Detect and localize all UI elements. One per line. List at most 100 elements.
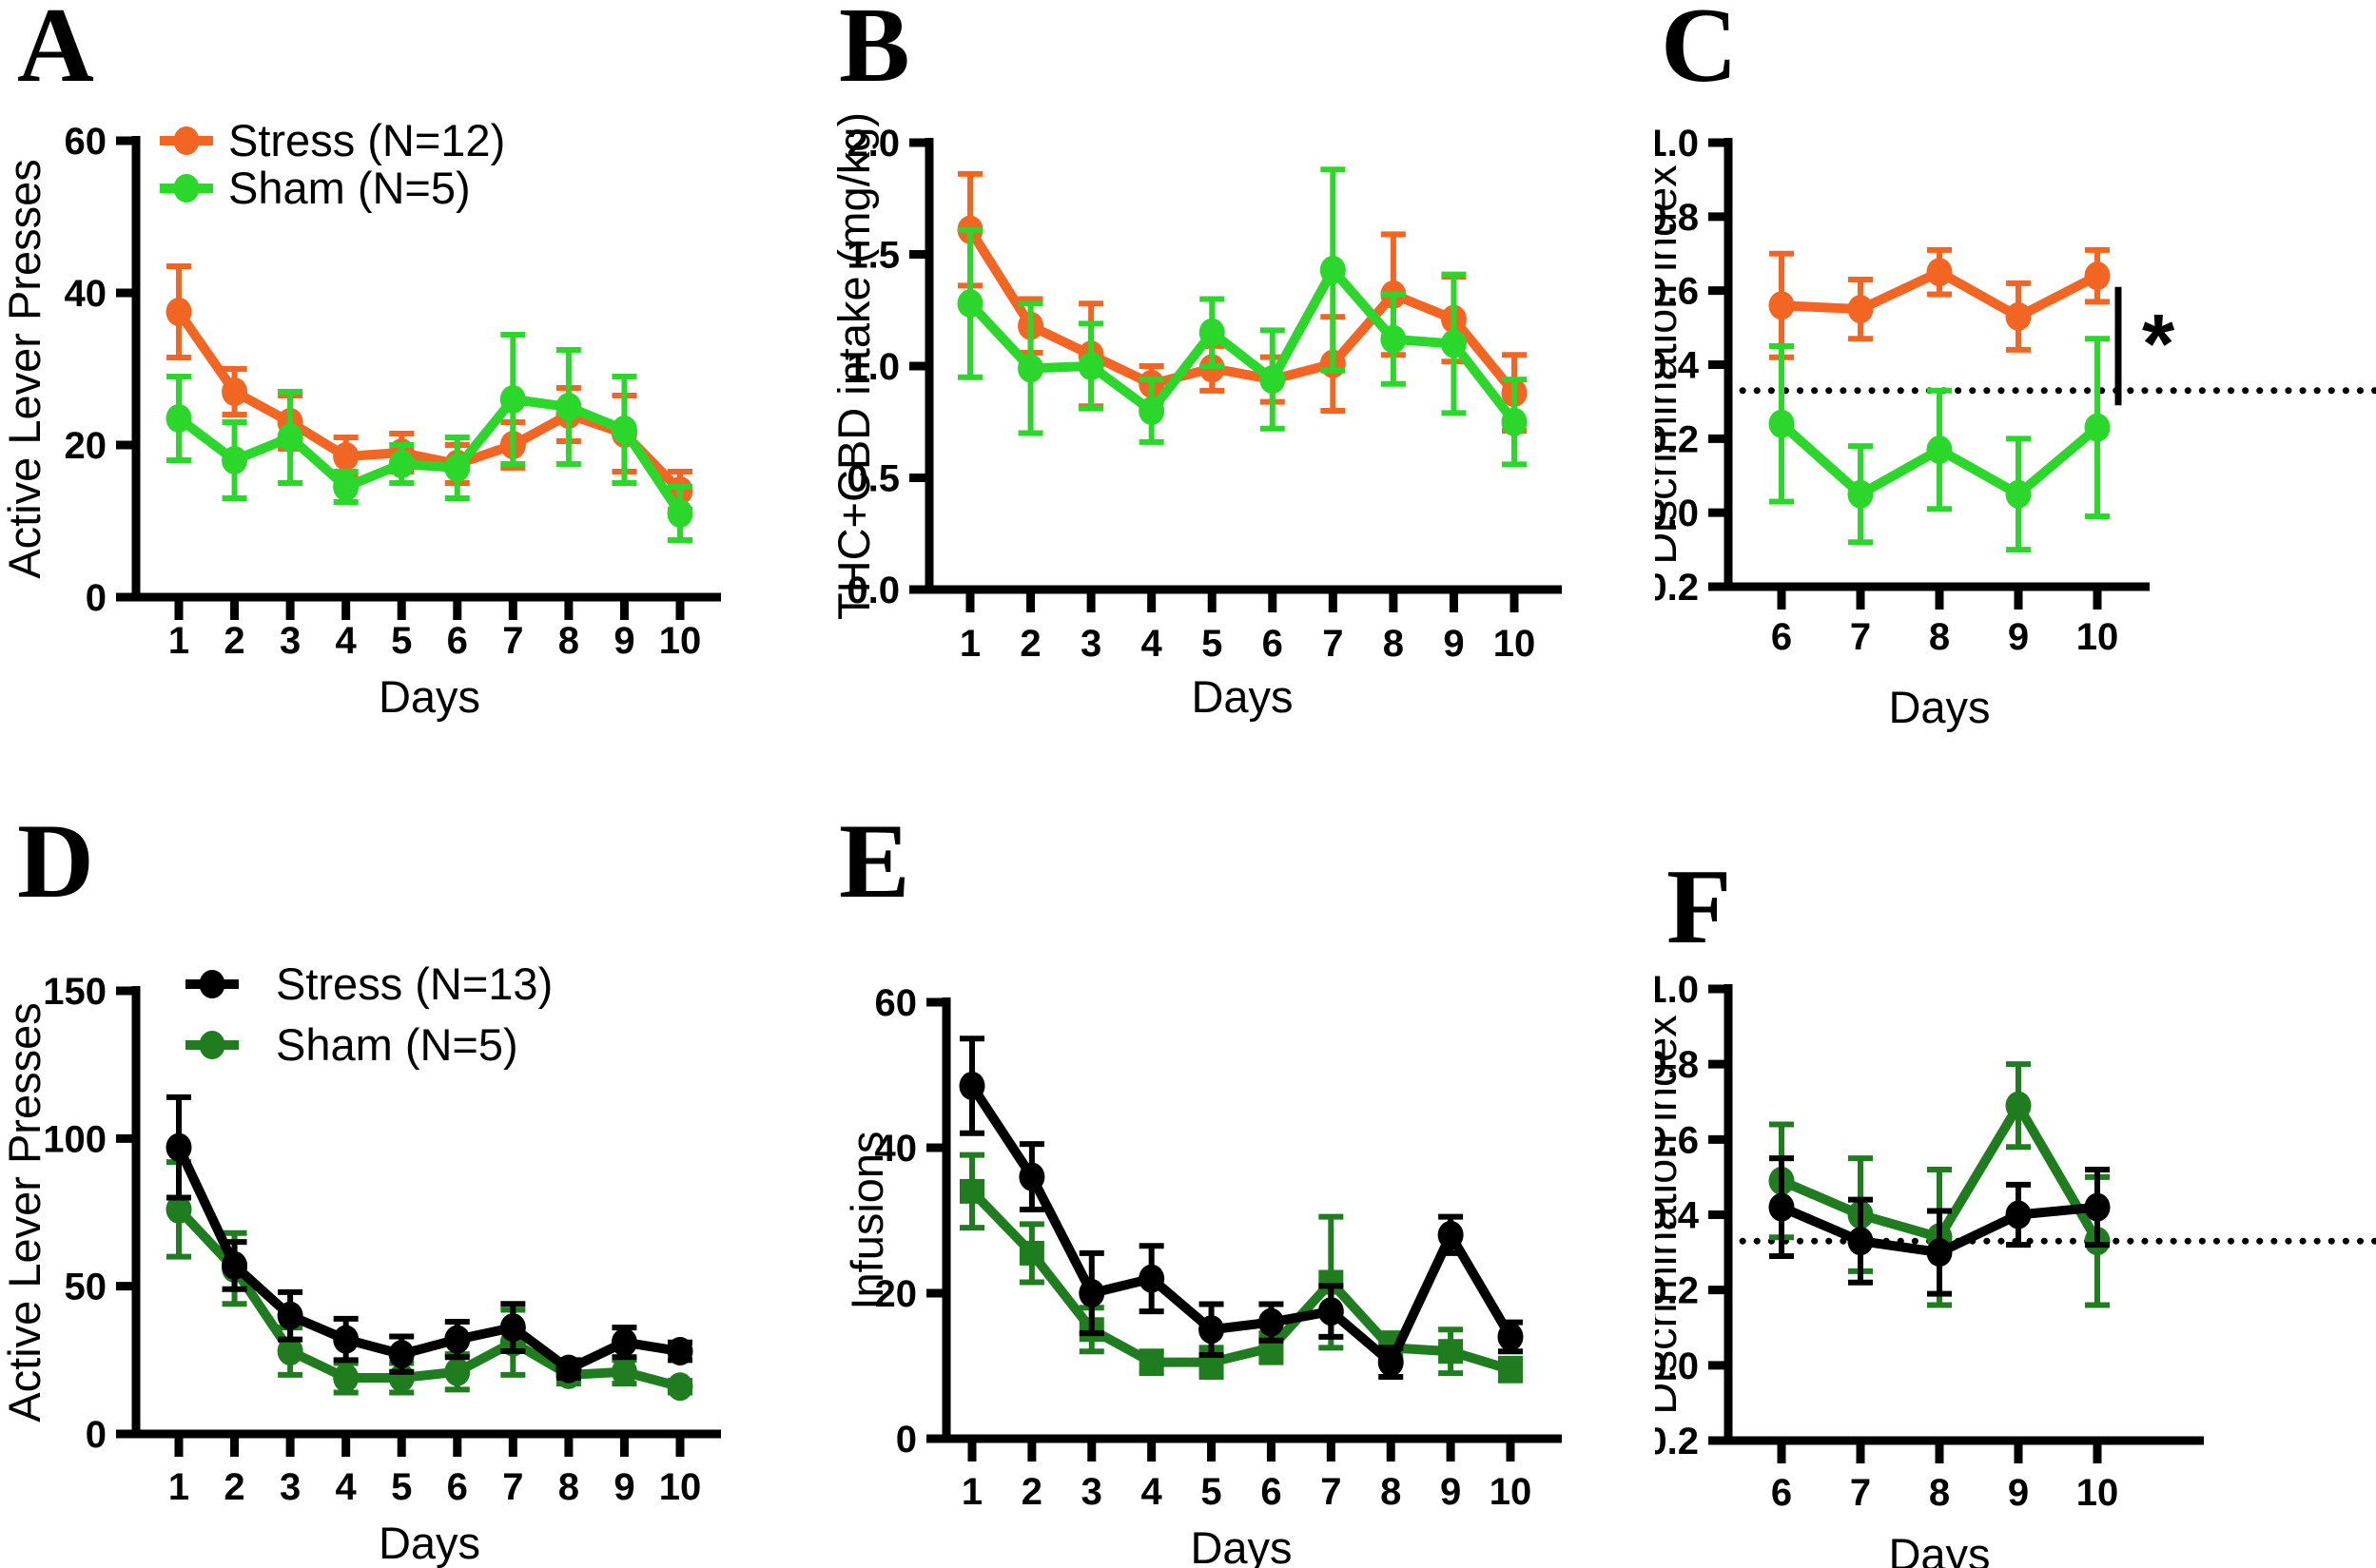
series-stress [166,263,693,513]
x-tick-label: 8 [1929,1472,1950,1514]
x-tick-label: 8 [1380,1471,1401,1513]
data-point-circle [499,385,526,414]
x-tick-label: 6 [1260,1471,1281,1513]
series-stress [1768,246,2111,360]
data-line [174,1145,681,1374]
chart-infusions: 0 20 40 60 1 2 3 4 5 6 7 8 9 10 Days Infusions [842,982,1562,1568]
data-line [968,1188,1512,1375]
panel-D: D 0 50 100 150 1 2 3 4 5 6 7 8 9 10 Days Active Lever P… [0,780,837,1568]
y-tick-label: 100 [43,1118,107,1160]
y-tick-label: 1.0 [1655,123,1699,165]
data-point-circle [1257,1307,1284,1337]
x-tick-label: 8 [1383,623,1404,665]
x-axis-title: Days [1888,682,1990,732]
data-point-square [1498,1357,1523,1383]
data-point-circle [1926,258,1953,287]
data-point-circle [2005,1091,2032,1120]
y-tick-label: 0.4 [1655,345,1700,387]
x-tick-label: 3 [1081,1471,1102,1513]
x-tick-label: 9 [2008,616,2029,658]
significance-annotation: * [2114,286,2175,406]
data-point-circle [1768,409,1795,438]
x-tick-label: 3 [1081,623,1101,665]
data-point-circle [959,1071,985,1100]
data-point-circle [611,1327,637,1357]
x-tick-label: 6 [1771,1472,1792,1514]
x-tick-label: 10 [1493,623,1536,665]
data-point-circle [333,473,360,501]
x-tick-label: 4 [336,620,358,662]
data-point-circle [611,416,637,444]
y-tick-label: 1.0 [847,346,900,388]
series-stress [959,1036,1524,1380]
y-tick-label: 1.5 [847,235,900,277]
x-tick-label: 1 [168,620,189,662]
y-tick-label: 20 [65,425,107,467]
data-point-circle [2005,1200,2032,1229]
y-tick-label: 0.2 [1655,418,1699,460]
x-tick-label: 7 [502,620,523,662]
data-line [967,1083,1515,1367]
panel-letter: F [1666,848,1732,966]
y-axis-title: THC+CBD intake (mg/kg) [837,112,879,620]
data-point-circle [444,454,471,482]
y-tick-label: 1.0 [1655,969,1699,1011]
y-tick-label: 0.6 [1655,271,1699,313]
legend-label: Stress (N=13) [276,958,553,1009]
data-point-circle [1497,1322,1524,1351]
data-point-circle [1317,1297,1344,1326]
data-point-circle [1259,365,1286,395]
legend-label: Stress (N=12) [228,115,505,165]
x-tick-label: 5 [1201,623,1222,665]
panel-letter: B [839,0,910,105]
legend-label: Sham (N=5) [276,1019,518,1070]
x-tick-label: 7 [1850,1472,1871,1514]
panel-C: C -0.2 0.0 0.2 0.4 0.6 0.8 1.0 6 7 8 9 10 Days Discri… [1655,0,2376,780]
x-tick-label: 5 [391,1466,412,1508]
data-point-circle [1380,324,1407,354]
axes: 0 20 40 60 1 2 3 4 5 6 7 8 9 10 Days Active Lever Press… [0,121,721,722]
data-point-circle [277,423,303,452]
data-point-circle [667,1337,693,1366]
x-tick-label: 2 [224,620,244,662]
significance-star: * [2142,297,2175,391]
data-point-circle [1018,354,1044,383]
data-point-circle [1437,1220,1464,1249]
legend-marker [173,126,200,155]
x-tick-label: 2 [1020,623,1041,665]
data-point-circle [667,1372,693,1402]
x-axis-title: Days [1191,671,1293,722]
data-point-circle [1139,397,1165,425]
chart-discrimination-index-thc: -0.2 0.0 0.2 0.4 0.6 0.8 1.0 6 7 8 9 10 Days Discrimi… [1655,123,2376,732]
x-tick-label: 2 [1022,1471,1042,1513]
data-point-circle [333,442,360,471]
data-point-circle [1377,1347,1404,1377]
data-point-circle [1139,1264,1165,1293]
chart-discrimination-index-heroin: -0.2 0.0 0.2 0.4 0.6 0.8 1.0 6 7 8 9 10 Days Discrimi… [1655,969,2376,1568]
panel-letter: C [1661,0,1738,105]
x-tick-label: 5 [391,620,412,662]
x-tick-label: 4 [1141,1471,1163,1513]
data-line [175,1206,682,1392]
series-stress [166,1094,693,1384]
axes: 0 20 40 60 1 2 3 4 5 6 7 8 9 10 Days Infusions [842,982,1562,1568]
y-tick-label: 60 [875,982,918,1024]
x-tick-label: 4 [336,1466,358,1508]
x-tick-label: 7 [1320,1471,1341,1513]
y-axis-title: Active Lever Presses [0,1002,49,1422]
series-sham [166,1159,693,1402]
data-point-circle [1847,479,1874,509]
data-point-circle [444,1357,471,1386]
data-point-circle [333,1325,360,1354]
legend-marker [199,1031,225,1059]
data-point-circle [2084,261,2111,291]
y-tick-label: 0.6 [1655,1119,1699,1161]
y-tick-label: 0.4 [1655,1195,1700,1237]
y-axis-title: Discrimination index [1655,1015,1685,1415]
data-point-circle [1019,1162,1045,1191]
y-tick-label: -0.2 [1655,1421,1699,1462]
data-point-circle [2084,413,2111,442]
x-tick-label: 10 [659,620,702,662]
chart-active-lever-presses-heroin: 0 50 100 150 1 2 3 4 5 6 7 8 9 10 Days Active Lever Pre… [0,958,721,1568]
